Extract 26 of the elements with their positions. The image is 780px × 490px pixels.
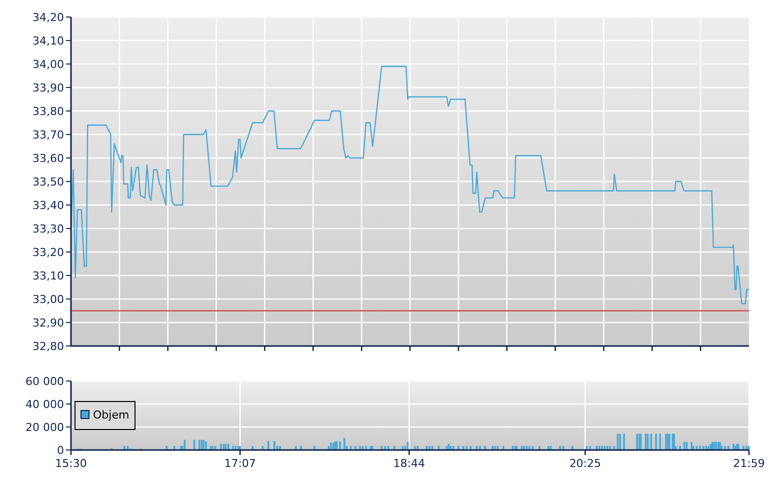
y-tick-label: 34,20 bbox=[32, 10, 64, 24]
y-tick-label: 33,60 bbox=[32, 152, 64, 165]
x-tick-label: 21:59 bbox=[733, 457, 765, 470]
x-tick-label: 17:07 bbox=[224, 457, 256, 470]
y-tick-label: 33,00 bbox=[32, 292, 64, 306]
y-tick-label: 32,80 bbox=[32, 340, 64, 353]
y-tick-label: 40 000 bbox=[26, 398, 64, 411]
y-tick-label: 33,30 bbox=[32, 222, 64, 236]
y-tick-label: 32,90 bbox=[32, 316, 64, 330]
y-tick-label: 33,70 bbox=[32, 128, 64, 142]
y-tick-label: 33,40 bbox=[32, 198, 64, 212]
y-tick-label: 0 bbox=[57, 444, 64, 457]
y-tick-label: 33,20 bbox=[32, 246, 64, 259]
y-tick-label: 34,10 bbox=[32, 34, 64, 48]
y-tick-label: 33,90 bbox=[32, 81, 64, 94]
x-tick-label: 20:25 bbox=[569, 457, 602, 470]
y-tick-label: 60 000 bbox=[26, 374, 64, 388]
x-tick-label: 15:30 bbox=[55, 457, 87, 470]
y-tick-label: 33,50 bbox=[32, 175, 64, 188]
y-tick-label: 33,80 bbox=[32, 104, 64, 118]
x-tick-label: 18:44 bbox=[393, 457, 425, 470]
y-tick-label: 34,00 bbox=[32, 58, 64, 71]
legend-label: Objem bbox=[93, 408, 130, 422]
y-tick-label: 20 000 bbox=[26, 420, 64, 434]
line-series bbox=[70, 66, 750, 304]
y-tick-label: 33,10 bbox=[32, 269, 64, 282]
